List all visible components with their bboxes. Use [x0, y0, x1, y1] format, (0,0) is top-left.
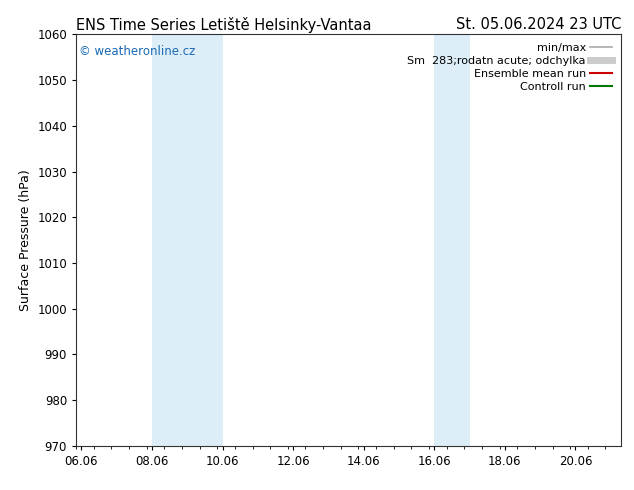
Bar	[152, 34, 223, 446]
Text: St. 05.06.2024 23 UTC: St. 05.06.2024 23 UTC	[456, 17, 621, 32]
Text: © weatheronline.cz: © weatheronline.cz	[79, 45, 195, 58]
Text: ENS Time Series Letiště Helsinky-Vantaa: ENS Time Series Letiště Helsinky-Vantaa	[76, 17, 372, 33]
Y-axis label: Surface Pressure (hPa): Surface Pressure (hPa)	[19, 169, 32, 311]
Legend: min/max, Sm  283;rodatn acute; odchylka, Ensemble mean run, Controll run: min/max, Sm 283;rodatn acute; odchylka, …	[404, 40, 616, 95]
Bar	[434, 34, 470, 446]
